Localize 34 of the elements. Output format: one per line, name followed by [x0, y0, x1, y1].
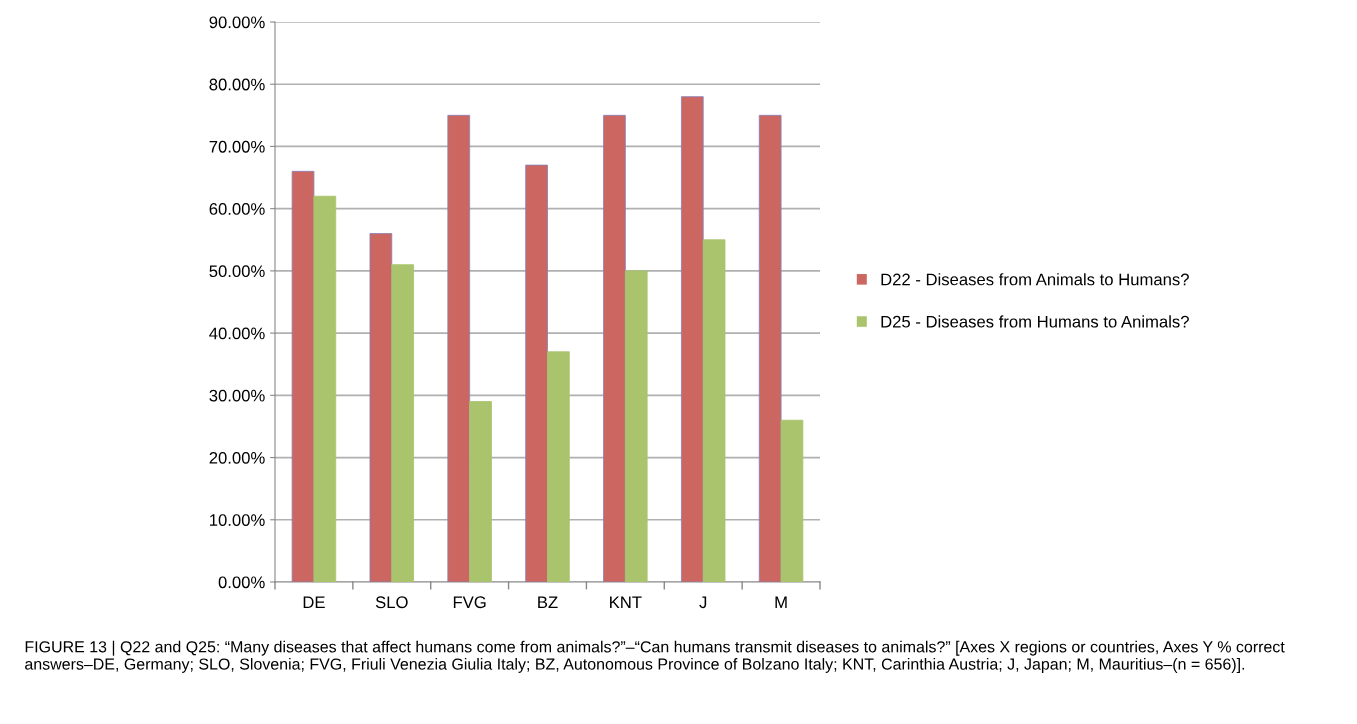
bar [780, 419, 804, 582]
y-tick-label: 70.00% [209, 140, 265, 153]
y-tick-label: 10.00% [210, 514, 265, 526]
bar [313, 195, 337, 582]
bar [291, 170, 315, 582]
legend-label: D22 - Diseases from Animals to Humans? [881, 273, 1189, 286]
y-tick-label: 0.00% [218, 576, 265, 589]
x-tick-label: DE [303, 596, 325, 608]
bar [547, 351, 570, 582]
bar [469, 401, 492, 582]
y-tick-label: 60.00% [209, 203, 265, 215]
x-tick-label: SLO [375, 596, 408, 609]
bar [624, 270, 648, 582]
caption: FIGURE 13 | Q22 and Q25: “Many diseases that affect humans come from animals?”–“Can humans transmit diseases to animals?” [Axes X regions or countries, Axes Y % correct answers–DE, Germany; SLO, Slovenia; FVG, Friuli Venezia Giulia Italy; BZ, Autonomous Province of Bolzano Italy; KNT, Carinthia Austria; J, Japan; M, Mauritius–(n = 656)]. [25, 640, 1285, 673]
y-tick-label: 30.00% [209, 389, 265, 402]
bar [758, 114, 782, 582]
x-tick-label: KNT [610, 596, 642, 608]
bar [702, 239, 726, 582]
y-tick-label: 50.00% [209, 265, 265, 278]
x-tick-label: FVG [453, 596, 486, 609]
y-tick-label: 90.00% [209, 16, 265, 29]
bar [447, 114, 471, 582]
bar [525, 164, 548, 582]
bar [680, 96, 704, 582]
legend-label: D25 - Diseases from Humans to Animals? [881, 315, 1189, 328]
y-tick-label: 20.00% [209, 451, 265, 464]
y-tick-label: 80.00% [209, 78, 265, 91]
bar [391, 264, 415, 582]
y-tick-label: 40.00% [209, 327, 265, 340]
bar [369, 233, 393, 582]
x-tick-label: BZ [538, 596, 558, 608]
x-tick-label: M [775, 596, 787, 608]
bar [603, 114, 626, 582]
x-tick-label: J [699, 596, 707, 609]
